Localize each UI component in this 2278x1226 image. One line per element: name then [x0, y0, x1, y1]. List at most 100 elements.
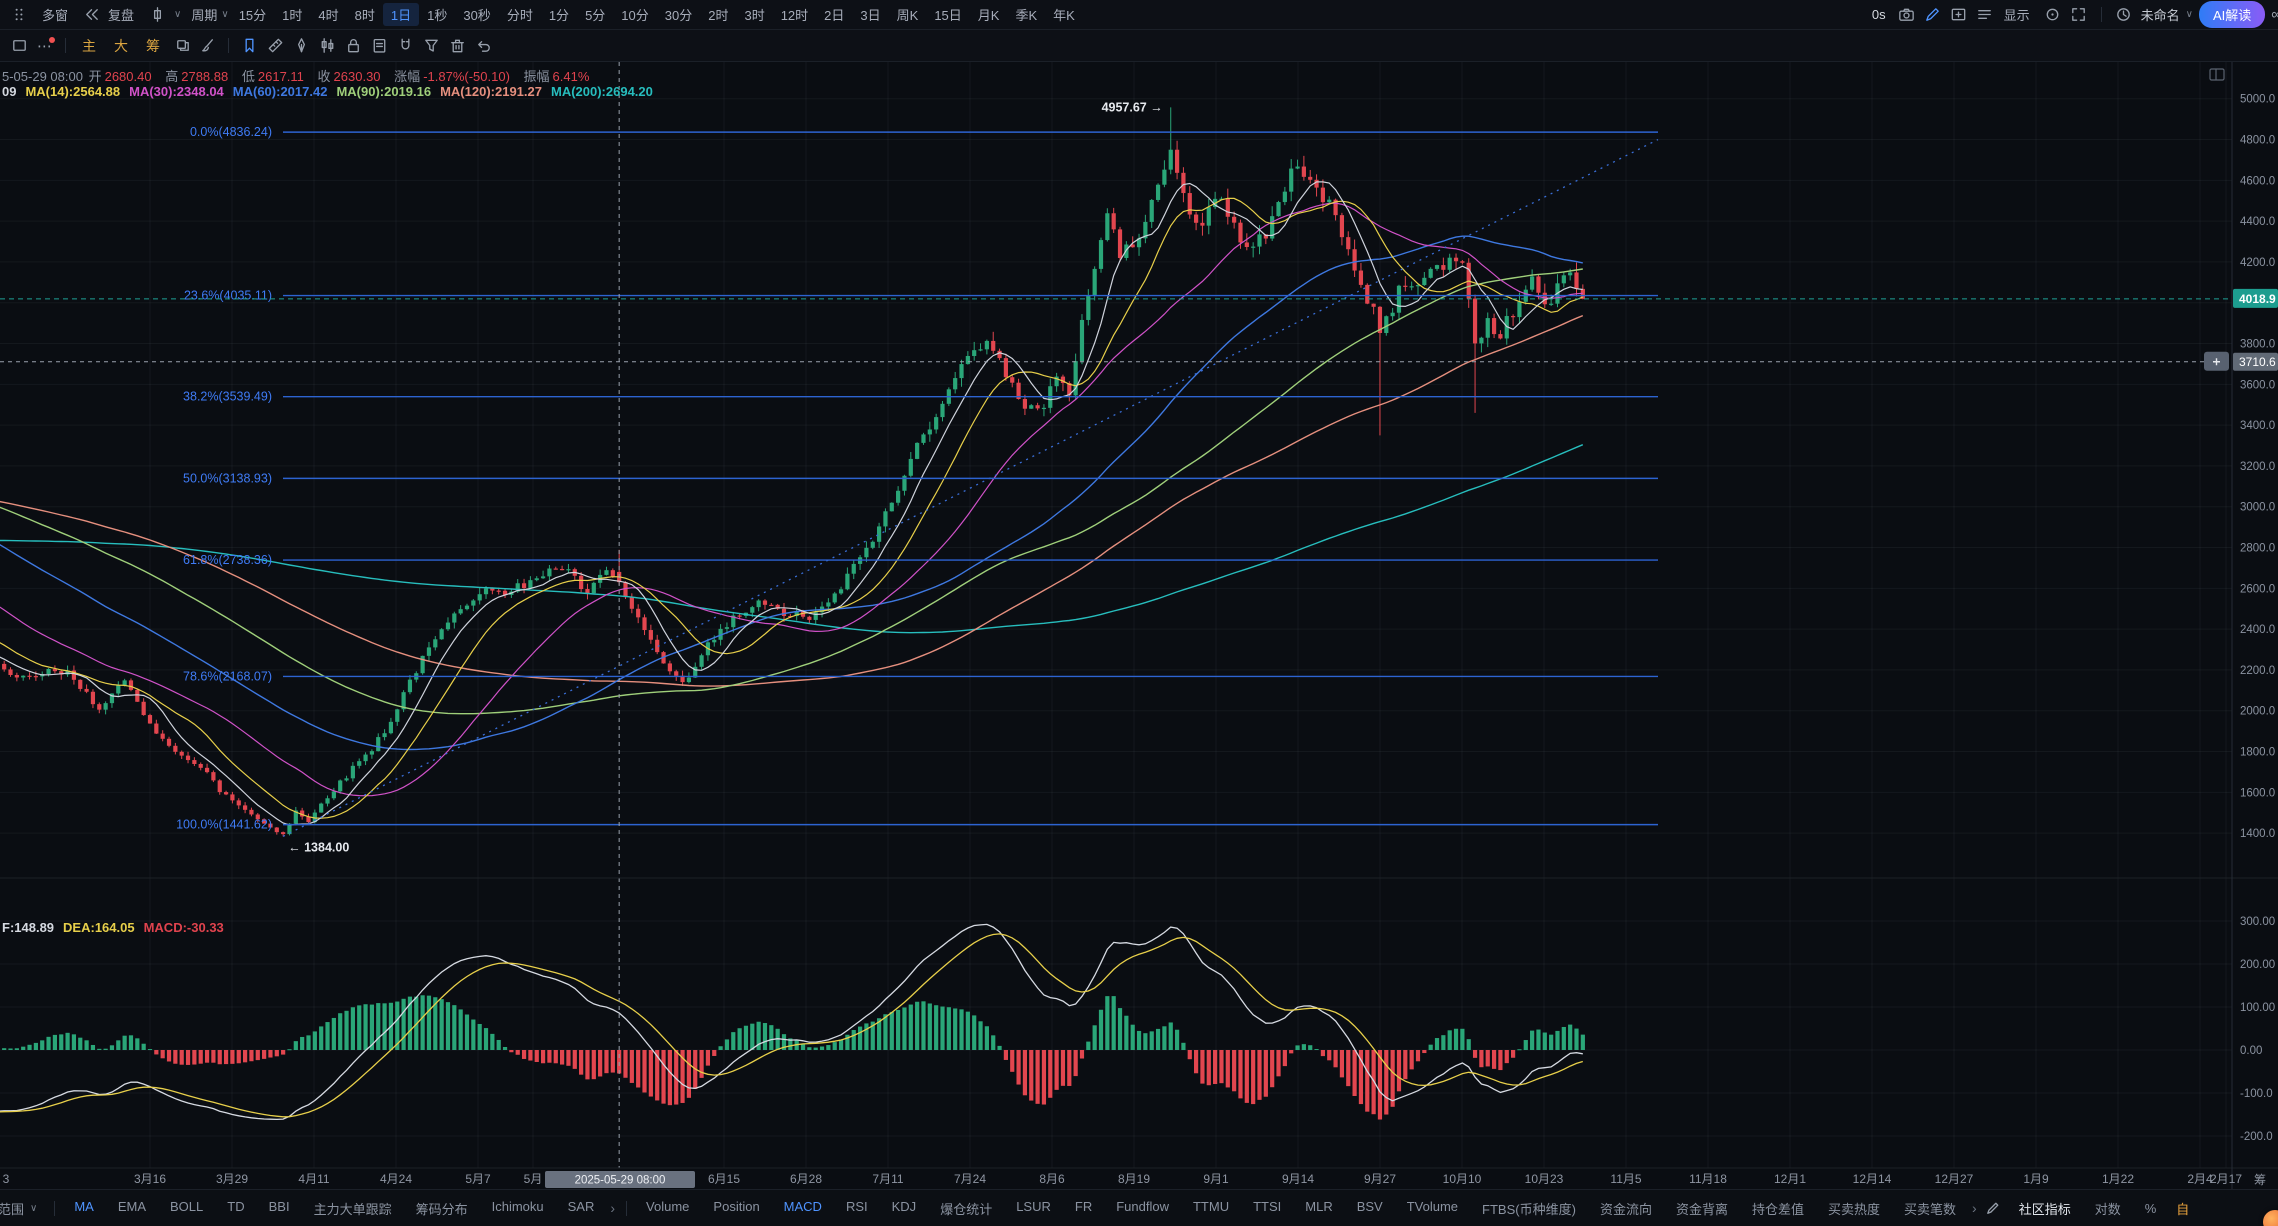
indicator-tab[interactable]: MLR [1305, 1198, 1333, 1214]
timeframe-button[interactable]: 1分 [548, 8, 570, 23]
display-settings-button[interactable]: 显示 [2003, 8, 2030, 23]
overlay-tab[interactable]: 主力大单跟踪 [313, 1201, 392, 1217]
period-dropdown[interactable]: 周期 [191, 8, 218, 23]
indicator-tab[interactable]: 爆仓统计 [940, 1201, 993, 1217]
overlay-tab[interactable]: Ichimoku [491, 1198, 544, 1214]
timeframe-button[interactable]: 10分 [621, 8, 649, 23]
draw-mode-大[interactable]: 大 [114, 37, 128, 54]
overlay-tab[interactable]: 筹码分布 [415, 1201, 468, 1217]
indicator-tab[interactable]: MACD [783, 1198, 822, 1214]
timeframe-button[interactable]: 分时 [506, 8, 533, 23]
chevron-right-icon[interactable]: › [1972, 1200, 1977, 1216]
indicator-tab[interactable]: FR [1074, 1198, 1093, 1214]
link-icon[interactable]: ∞ [2271, 6, 2278, 23]
ai-analysis-button[interactable]: AI解读 [2199, 1, 2266, 28]
timeframe-button[interactable]: 季K [1015, 8, 1038, 23]
timeframe-button[interactable]: 30秒 [463, 8, 491, 23]
timeframe-button[interactable]: 15分 [238, 8, 267, 23]
replay-button[interactable]: 复盘 [108, 8, 135, 23]
draw-mode-筹[interactable]: 筹 [146, 37, 160, 54]
timeframe-button[interactable]: 1时 [282, 8, 303, 23]
indicator-tab[interactable]: 资金流向 [1599, 1201, 1652, 1217]
candle-menu-icon[interactable] [144, 4, 170, 26]
candles-icon[interactable] [314, 35, 340, 57]
percent-scale-toggle[interactable]: % [2144, 1200, 2157, 1216]
brush-icon[interactable] [195, 35, 221, 57]
price-tick-label: 2200.0 [2240, 665, 2275, 677]
clock-icon[interactable] [2111, 4, 2137, 26]
pencil-icon[interactable] [1920, 4, 1946, 26]
indicator-tab[interactable]: FTBS(币种维度) [1482, 1201, 1576, 1217]
overlay-tab[interactable]: SAR [567, 1198, 595, 1214]
chart-canvas[interactable]: 0.0%(4836.24) 23.6%(4035.11) 38.2%(3539.49… [0, 62, 2278, 1190]
funnel-icon[interactable] [418, 35, 444, 57]
copy-icon[interactable] [169, 35, 195, 57]
doc-icon[interactable] [366, 35, 392, 57]
multi-window-button[interactable]: 多窗 [42, 8, 69, 23]
expand-icon[interactable] [2066, 4, 2092, 26]
camera-icon[interactable] [1894, 4, 1920, 26]
layout-selector[interactable]: 未命名 ∨ [2111, 4, 2193, 26]
timeframe-button[interactable]: 15日 [934, 8, 962, 23]
timeframe-button[interactable]: 1日 [382, 3, 420, 26]
chevron-right-icon[interactable]: › [610, 1200, 616, 1216]
timeframe-button[interactable]: 2日 [824, 8, 845, 23]
ma-value: MA(60):2017.42 [232, 84, 328, 99]
magnet-icon[interactable] [392, 35, 418, 57]
timeframe-button[interactable]: 月K [977, 8, 1000, 23]
timeframe-button[interactable]: 3时 [744, 8, 765, 23]
floating-action-button[interactable] [2263, 1210, 2278, 1226]
timeframe-button[interactable]: 8时 [354, 8, 375, 23]
indicator-tab[interactable]: 持仓差值 [1751, 1201, 1804, 1217]
log-scale-toggle[interactable]: 对数 [2094, 1201, 2121, 1217]
price-tick-label: 4400.0 [2240, 216, 2275, 228]
indicator-tab[interactable]: TTMU [1192, 1198, 1230, 1214]
overlay-tab[interactable]: BOLL [170, 1198, 204, 1214]
overlay-tab[interactable]: TD [227, 1198, 245, 1214]
lock-icon[interactable] [340, 35, 366, 57]
window-icon[interactable] [6, 35, 32, 57]
indicator-tab[interactable]: 资金背离 [1675, 1201, 1728, 1217]
indicator-tab[interactable]: Volume [646, 1198, 690, 1214]
timeframe-button[interactable]: 2时 [708, 8, 729, 23]
indicator-tab[interactable]: LSUR [1016, 1198, 1051, 1214]
draw-mode-主[interactable]: 主 [82, 37, 96, 54]
tab-community-indicators[interactable]: 社区指标 [2018, 1201, 2071, 1217]
add-pane-icon[interactable] [1946, 4, 1972, 26]
timeframe-button[interactable]: 12时 [780, 8, 809, 23]
trash-icon[interactable] [444, 35, 470, 57]
list-icon[interactable] [1972, 4, 1998, 26]
overlay-tab[interactable]: BBI [268, 1198, 290, 1214]
auto-scale-toggle[interactable]: 自 [2176, 1201, 2190, 1217]
indicator-tab[interactable]: Position [713, 1198, 760, 1214]
target-icon[interactable] [2040, 4, 2066, 26]
overlay-tab[interactable]: EMA [117, 1198, 147, 1214]
timeframe-button[interactable]: 30分 [664, 8, 693, 23]
ma30-line [0, 202, 1583, 797]
timeframe-button[interactable]: 4时 [318, 8, 339, 23]
indicator-tab[interactable]: 买卖热度 [1827, 1201, 1880, 1217]
indicator-tab[interactable]: TTSI [1253, 1198, 1282, 1214]
indicator-tab[interactable]: Fundflow [1116, 1198, 1169, 1214]
ruler-icon[interactable] [262, 35, 288, 57]
rewind-icon[interactable] [78, 4, 104, 26]
timeframe-button[interactable]: 3日 [860, 8, 881, 23]
undo-icon[interactable] [470, 35, 496, 57]
indicator-tab[interactable]: BSV [1356, 1198, 1383, 1214]
bookmark-icon[interactable] [236, 35, 262, 57]
timeframe-button[interactable]: 周K [896, 8, 919, 23]
pencil-small-icon[interactable] [1981, 1197, 2007, 1219]
timeframe-button[interactable]: 1秒 [427, 8, 448, 23]
layout-name-label: 未命名 [2140, 8, 2180, 23]
more-icon[interactable]: ⋯ [32, 35, 58, 57]
indicator-tab[interactable]: TVolume [1406, 1198, 1459, 1214]
timeframe-button[interactable]: 5分 [585, 8, 606, 23]
pen-icon[interactable] [288, 35, 314, 57]
indicator-tab[interactable]: 买卖笔数 [1904, 1201, 1957, 1217]
overlay-tab[interactable]: MA [74, 1198, 94, 1214]
timeframe-button[interactable]: 年K [1053, 8, 1075, 23]
indicator-tab[interactable]: RSI [845, 1198, 868, 1214]
range-dropdown[interactable]: 范围 ∨ [0, 1199, 47, 1218]
grid-handle-icon[interactable] [6, 4, 32, 26]
indicator-tab[interactable]: KDJ [891, 1198, 917, 1214]
